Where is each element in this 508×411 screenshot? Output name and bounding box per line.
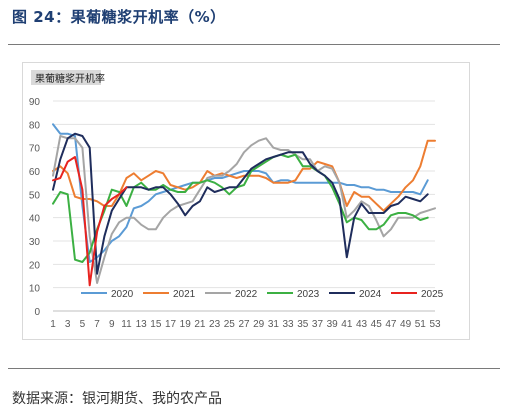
x-tick-label: 9 [109,319,115,330]
chart-frame: 果葡糖浆开机率 0 10 20 30 40 50 60 70 80 90 1 3 5 7 9 11 13 15 17 1… [22,62,470,340]
source-note: 数据来源：银河期货、我的农产品 [12,391,222,407]
y-tick-label: 0 [34,307,40,318]
series-line-2020 [52,123,429,263]
legend-label-2022: 2022 [235,289,258,300]
x-tick-label: 15 [150,319,162,330]
x-tick-label: 45 [371,319,383,330]
x-tick-label: 53 [429,319,441,330]
y-tick-label: 60 [29,167,41,178]
y-tick-label: 70 [29,144,41,155]
series-line-2022 [52,135,436,284]
y-tick-label: 40 [29,214,41,225]
series-line-2021 [52,139,436,212]
x-tick-label: 37 [312,319,324,330]
page-title: 图 24：果葡糖浆开机率（%） [12,8,226,26]
x-tick-label: 5 [80,319,86,330]
x-tick-label: 43 [356,319,368,330]
x-tick-label: 31 [268,319,280,330]
x-tick-label: 47 [385,319,397,330]
x-tick-label: 41 [341,319,353,330]
x-tick-label: 51 [415,319,427,330]
chart-title-box [31,70,101,85]
x-tick-label: 29 [253,319,265,330]
series-line-2025 [52,156,128,287]
chart-title: 果葡糖浆开机率 [35,72,105,85]
x-tick-label: 17 [165,319,177,330]
series-line-2023 [52,153,429,263]
y-tick-label: 10 [29,284,41,295]
y-tick-label: 80 [29,120,41,131]
x-tick-label: 33 [283,319,295,330]
legend-label-2021: 2021 [173,289,196,300]
x-tick-label: 49 [400,319,412,330]
legend-label-2020: 2020 [111,289,134,300]
x-tick-label: 1 [50,319,56,330]
x-tick-label: 13 [136,319,148,330]
x-tick-label: 23 [209,319,221,330]
x-tick-label: 11 [121,319,132,330]
series-line-2024 [52,132,429,275]
x-tick-label: 21 [194,319,206,330]
x-tick-label: 3 [65,319,71,330]
bottom-rule [8,368,500,369]
x-tick-label: 7 [94,319,100,330]
y-tick-label: 50 [29,190,41,201]
x-tick-label: 27 [238,319,250,330]
x-tick-label: 39 [327,319,339,330]
y-tick-label: 90 [29,97,41,108]
legend-label-2023: 2023 [297,289,320,300]
y-tick-label: 30 [29,237,41,248]
x-tick-label: 35 [297,319,309,330]
legend-label-2025: 2025 [421,289,444,300]
x-tick-label: 19 [180,319,192,330]
x-tick-label: 25 [224,319,236,330]
y-tick-label: 20 [29,260,41,271]
top-rule [8,44,500,45]
legend-label-2024: 2024 [359,289,382,300]
